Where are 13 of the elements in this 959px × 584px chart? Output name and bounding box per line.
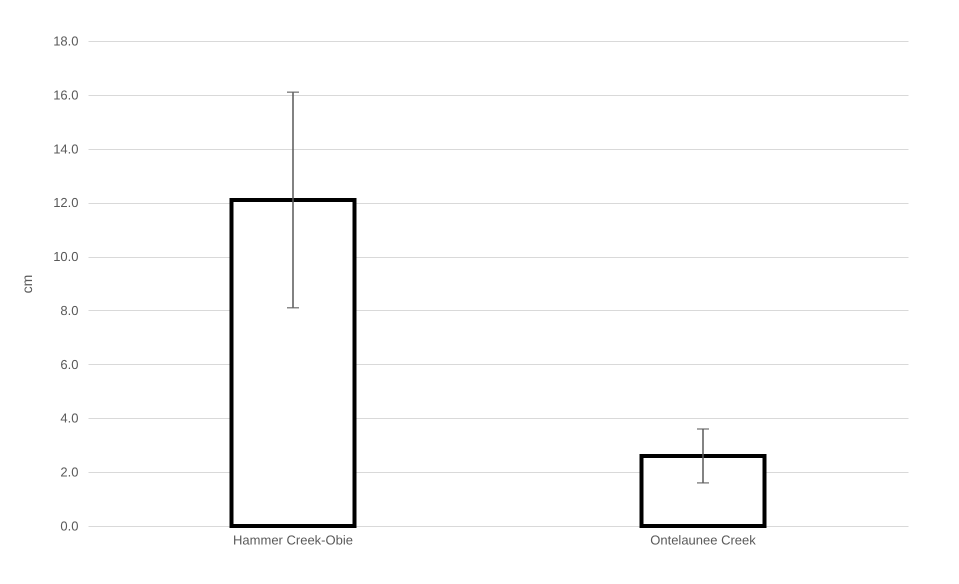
- y-tick-label: 0.0: [60, 518, 78, 534]
- y-tick-label: 18.0: [53, 34, 78, 48]
- y-tick-label: 2.0: [60, 464, 78, 480]
- y-tick-label: 16.0: [53, 87, 78, 102]
- y-tick-label: 4.0: [60, 410, 78, 426]
- y-tick-label: 8.0: [60, 302, 78, 318]
- y-tick-label: 10.0: [53, 249, 78, 264]
- y-tick-label: 6.0: [60, 356, 78, 372]
- x-tick-label: Hammer Creek-Obie: [233, 532, 353, 548]
- x-tick-label: Ontelaunee Creek: [650, 532, 756, 548]
- y-tick-label: 14.0: [53, 141, 78, 156]
- y-tick-label: 12.0: [53, 195, 78, 210]
- y-axis-title: cm: [19, 274, 36, 294]
